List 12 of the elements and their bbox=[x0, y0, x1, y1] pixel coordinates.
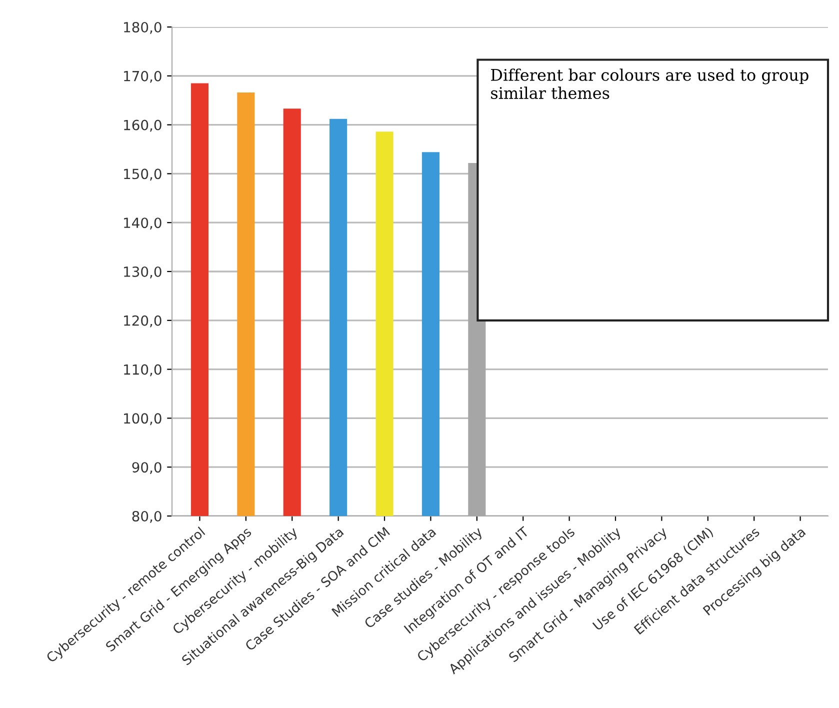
y-tick-label: 120,0 bbox=[124, 315, 162, 328]
annotation: Different bar colours are used to group similar themes bbox=[491, 68, 808, 100]
y-tick-label: 90,0 bbox=[132, 462, 162, 474]
y-tick-label: 180,0 bbox=[124, 22, 162, 34]
y-tick-label: 100,0 bbox=[124, 413, 162, 426]
y-tick-label: 170,0 bbox=[124, 70, 162, 83]
y-tick-label: 140,0 bbox=[124, 218, 162, 230]
y-tick-label: 150,0 bbox=[124, 168, 162, 181]
y-tick-label: 110,0 bbox=[124, 364, 162, 376]
y-tick-label: 130,0 bbox=[124, 266, 162, 278]
y-tick-label: 80,0 bbox=[132, 510, 162, 523]
y-tick-label: 160,0 bbox=[124, 120, 162, 132]
